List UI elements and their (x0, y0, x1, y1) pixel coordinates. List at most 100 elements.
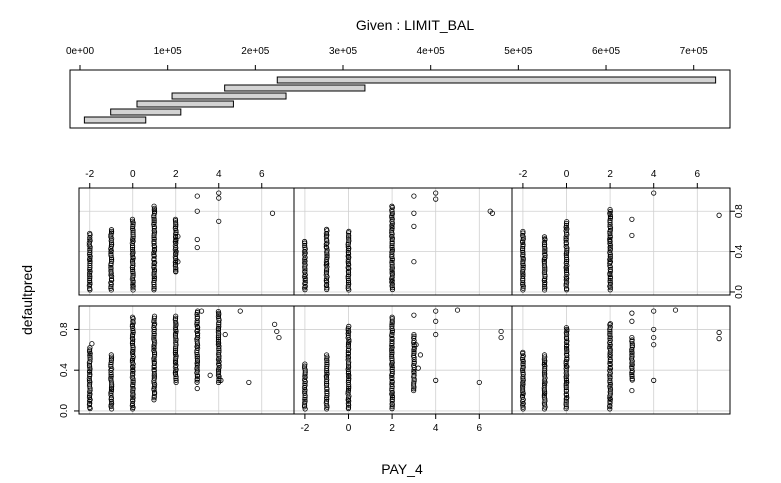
data-point (151, 325, 157, 331)
data-point (389, 329, 395, 335)
data-point (87, 345, 93, 351)
data-point (629, 365, 635, 371)
data-point (194, 347, 200, 354)
data-point (198, 308, 205, 314)
data-point (564, 342, 570, 348)
data-point (130, 279, 136, 286)
data-point (520, 259, 526, 265)
data-point (345, 270, 352, 276)
data-point (563, 325, 570, 331)
data-point (629, 373, 635, 379)
data-point (345, 257, 351, 263)
data-point (389, 243, 395, 249)
coplot-panel (294, 188, 512, 295)
data-point (542, 266, 548, 272)
data-point (607, 332, 613, 338)
data-point (130, 378, 136, 384)
data-point (108, 398, 115, 404)
data-point (629, 354, 635, 360)
data-point (302, 406, 308, 412)
data-point (215, 338, 222, 344)
data-point (108, 234, 114, 240)
data-point (323, 244, 329, 250)
data-point (563, 360, 569, 366)
data-point (520, 369, 526, 376)
data-point (345, 350, 351, 356)
data-point (389, 396, 395, 402)
data-point (151, 216, 157, 222)
data-point (542, 249, 548, 255)
data-point (607, 227, 614, 233)
data-point (716, 336, 722, 342)
data-point (173, 374, 179, 380)
data-point (173, 228, 179, 234)
data-point (215, 335, 222, 341)
data-point (389, 348, 395, 354)
data-point (207, 372, 213, 378)
data-point (215, 314, 222, 320)
data-point (130, 223, 136, 230)
data-point (389, 265, 396, 271)
data-point (130, 274, 136, 280)
data-point (541, 239, 548, 245)
data-point (520, 273, 526, 279)
data-point (151, 263, 157, 269)
data-point (108, 385, 115, 391)
data-point (520, 247, 526, 253)
data-point (411, 312, 417, 318)
data-point (389, 224, 395, 230)
data-point (87, 391, 93, 397)
given-tick-label: 2e+05 (241, 46, 270, 57)
x-tick-label: -2 (300, 423, 309, 434)
data-point (563, 258, 570, 265)
data-point (498, 334, 504, 341)
data-point (607, 360, 613, 367)
data-point (607, 219, 613, 225)
data-point (130, 248, 136, 254)
data-point (520, 380, 526, 386)
data-point (151, 219, 157, 226)
data-point (216, 323, 222, 330)
data-point (175, 259, 181, 265)
data-point (130, 367, 136, 373)
given-interval-bar (276, 76, 717, 84)
data-point (194, 244, 200, 251)
data-point (389, 357, 395, 363)
data-point (520, 255, 526, 261)
data-point (520, 406, 526, 412)
data-point (324, 377, 330, 383)
data-point (345, 365, 352, 371)
data-point (520, 385, 526, 391)
data-point (108, 268, 114, 274)
data-point (389, 248, 395, 254)
data-point (87, 278, 93, 284)
data-point (607, 217, 613, 223)
data-point (130, 342, 136, 348)
data-point (346, 236, 352, 242)
data-point (607, 281, 614, 287)
data-point (246, 379, 252, 386)
data-point (302, 283, 308, 289)
data-point (215, 370, 222, 376)
data-point (389, 286, 396, 293)
data-point (411, 357, 417, 363)
data-point (520, 249, 526, 255)
data-point (324, 256, 330, 263)
data-point (607, 406, 613, 412)
data-point (629, 352, 635, 358)
data-point (87, 366, 93, 372)
panel-frame (511, 305, 731, 415)
data-point (130, 397, 136, 403)
data-point (389, 406, 395, 412)
data-point (108, 251, 114, 257)
data-point (542, 354, 548, 360)
data-point (151, 336, 157, 342)
data-point (563, 270, 570, 276)
x-tick-label: 0 (130, 169, 136, 180)
coplot-panels (78, 187, 731, 415)
data-point (563, 222, 570, 229)
data-point (324, 253, 330, 259)
data-point (541, 382, 548, 389)
data-point (151, 328, 157, 334)
data-point (520, 400, 526, 407)
